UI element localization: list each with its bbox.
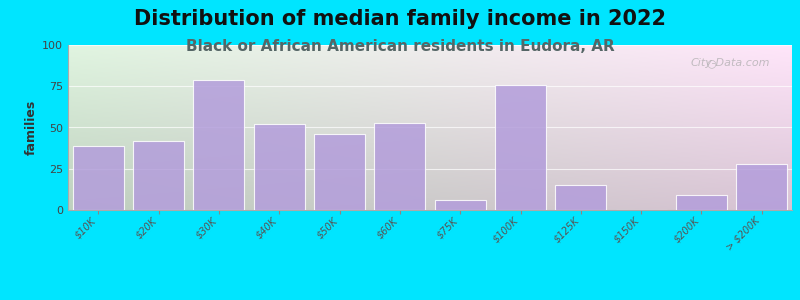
Text: City-Data.com: City-Data.com	[690, 58, 770, 68]
Bar	[495, 85, 546, 210]
Bar	[434, 200, 486, 210]
Bar	[193, 80, 245, 210]
Bar	[73, 146, 124, 210]
Bar	[736, 164, 787, 210]
Bar	[555, 185, 606, 210]
Y-axis label: families: families	[25, 100, 38, 155]
Bar	[676, 195, 727, 210]
Text: Black or African American residents in Eudora, AR: Black or African American residents in E…	[186, 39, 614, 54]
Bar	[254, 124, 305, 210]
Bar	[314, 134, 365, 210]
Text: ○: ○	[706, 58, 716, 68]
Bar	[133, 141, 184, 210]
Text: Distribution of median family income in 2022: Distribution of median family income in …	[134, 9, 666, 29]
Bar	[374, 122, 426, 210]
